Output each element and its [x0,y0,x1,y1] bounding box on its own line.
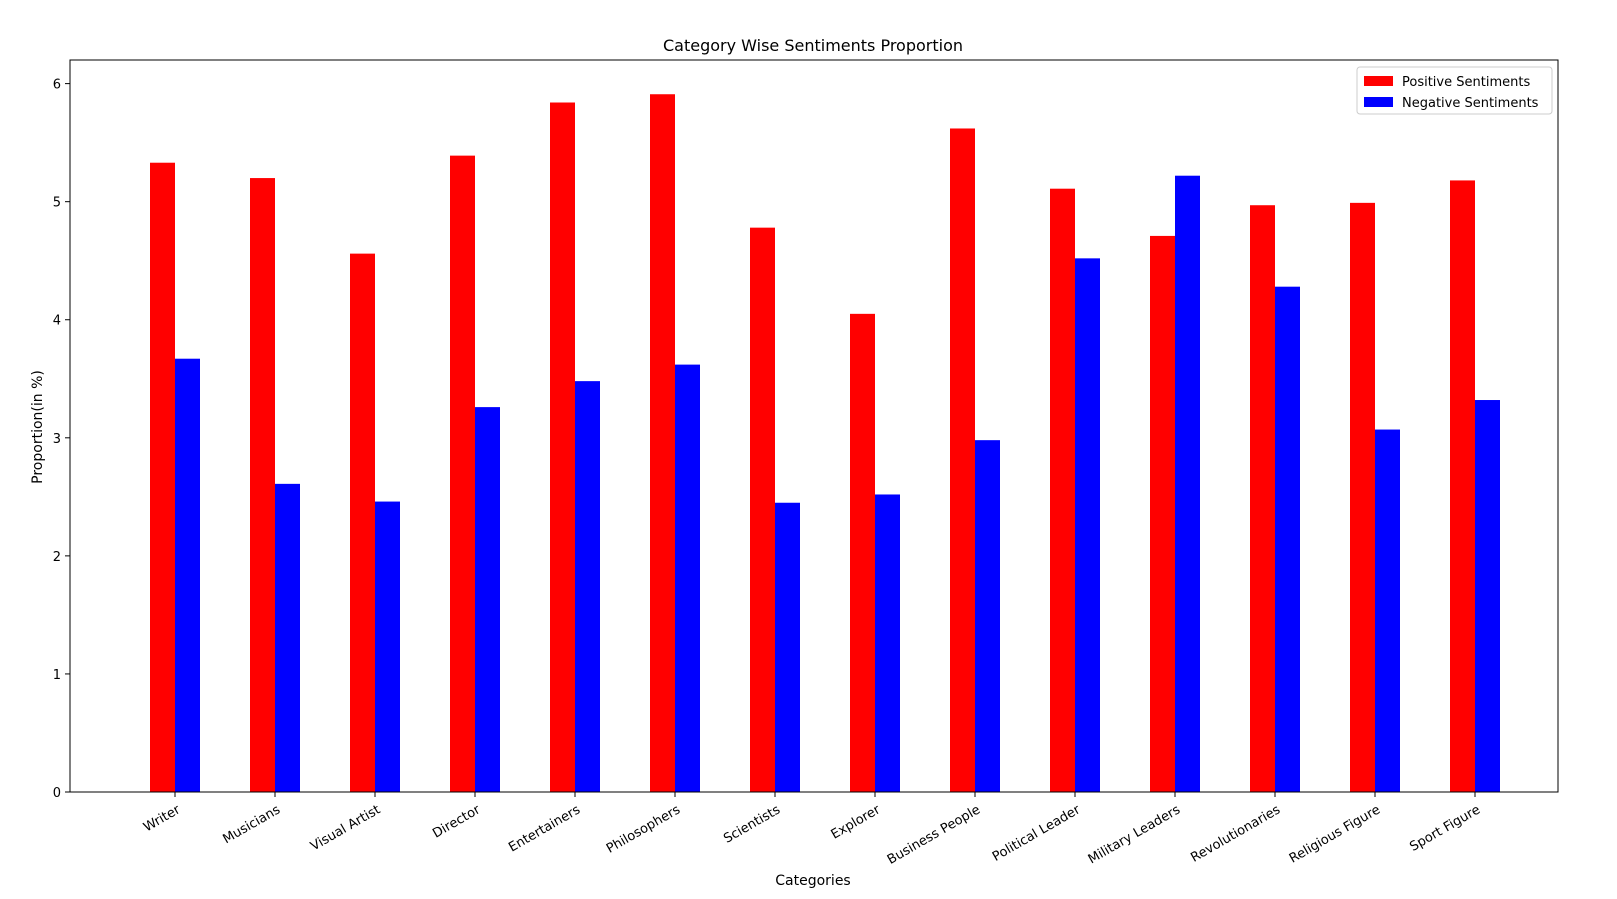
y-tick-label: 0 [53,786,61,801]
bar-negative [375,501,400,792]
bar-negative [775,502,800,792]
bar-positive [350,253,375,793]
bar-negative [175,358,200,792]
bar-negative [975,440,1000,792]
y-tick-label: 2 [53,550,61,565]
legend-swatch [1364,76,1393,86]
y-tick-label: 6 [53,78,61,93]
y-tick-label: 5 [53,196,61,211]
bar-negative [575,381,600,792]
bar-positive [550,102,575,792]
legend-box [1356,66,1553,115]
bar-positive [1050,188,1075,793]
y-tick-label: 1 [53,668,61,683]
bar-positive [1350,202,1375,793]
bar-positive [450,155,475,792]
bar-negative [875,494,900,792]
bar-positive [650,94,675,792]
legend-label: Positive Sentiments [1402,75,1530,90]
legend-swatch [1364,97,1393,107]
bar-positive [1450,180,1475,793]
y-axis-label: Proportion(in %) [30,370,46,484]
bar-positive [1250,205,1275,792]
bar-positive [250,178,275,792]
legend: Positive Sentiments Negative Sentiments [1356,66,1553,115]
bar-negative [675,364,700,792]
axes-frame [69,59,1559,793]
bar-negative [1175,175,1200,792]
bar-positive [1150,235,1175,792]
legend-label: Negative Sentiments [1402,96,1539,111]
bar-negative [1375,429,1400,792]
bar-negative [1075,258,1100,792]
bar-negative [1275,286,1300,792]
y-tick-label: 3 [53,432,61,447]
chart-title: Category Wise Sentiments Proportion [663,36,963,55]
y-tick-label: 4 [53,314,61,329]
bar-positive [850,313,875,792]
bar-positive [150,162,175,792]
bar-positive [750,227,775,792]
bar-negative [1475,400,1500,792]
x-axis-label: Categories [775,873,850,889]
bar-negative [475,407,500,792]
bar-negative [275,483,300,792]
bar-positive [950,128,975,792]
